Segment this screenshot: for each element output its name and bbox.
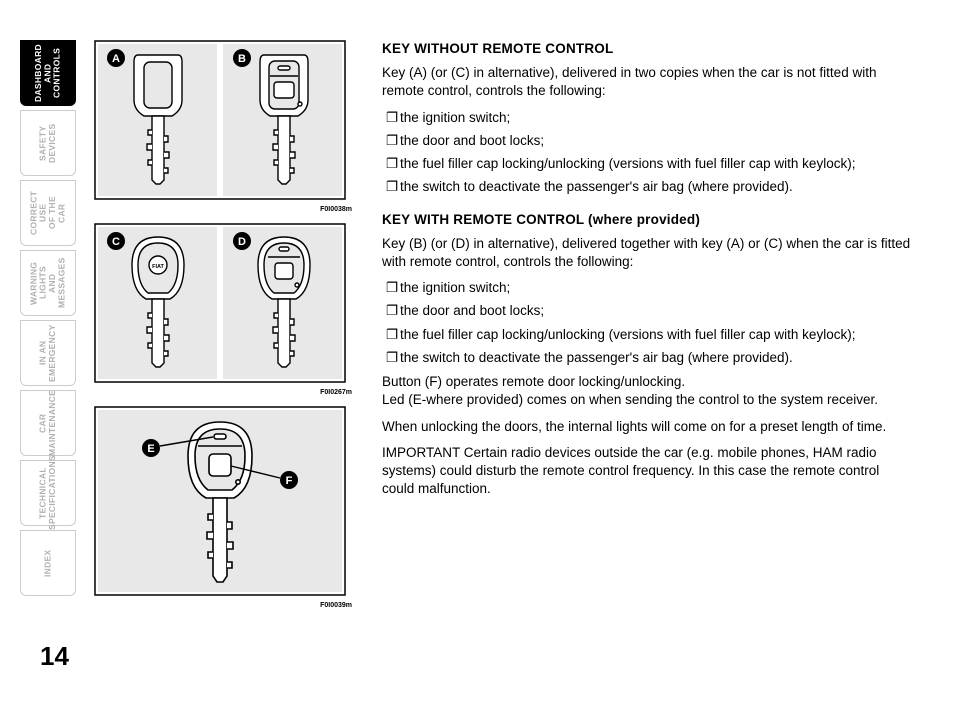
tab-warning[interactable]: WARNING LIGHTS AND MESSAGES: [20, 250, 76, 316]
heading-key-with-remote: KEY WITH REMOTE CONTROL (where provided): [382, 211, 914, 229]
bullet-b6: ❐the door and boot locks;: [382, 302, 914, 320]
svg-text:F: F: [286, 475, 293, 487]
manual-page: DASHBOARD AND CONTROLS SAFETY DEVICES CO…: [0, 0, 954, 702]
paragraph-important: IMPORTANT Certain radio devices outside …: [382, 444, 914, 499]
tab-dashboard[interactable]: DASHBOARD AND CONTROLS: [20, 40, 76, 106]
tab-emergency[interactable]: IN AN EMERGENCY: [20, 320, 76, 386]
paragraph-button-led: Button (F) operates remote door locking/…: [382, 373, 914, 409]
tab-maintenance[interactable]: CAR MAINTENANCE: [20, 390, 76, 456]
svg-text:D: D: [238, 236, 246, 248]
sidetabs: DASHBOARD AND CONTROLS SAFETY DEVICES CO…: [20, 40, 76, 596]
paragraph-intro-2: Key (B) (or (D) in alternative), deliver…: [382, 235, 914, 271]
figure-caption-3: F0I0039m: [94, 602, 354, 609]
tab-technical[interactable]: TECHNICAL SPECIFICATIONS: [20, 460, 76, 526]
heading-key-without-remote: KEY WITHOUT REMOTE CONTROL: [382, 40, 914, 58]
paragraph-intro-1: Key (A) (or (C) in alternative), deliver…: [382, 64, 914, 100]
keys-ab-svg: A B: [94, 40, 346, 200]
sidetabs-column: DASHBOARD AND CONTROLS SAFETY DEVICES CO…: [20, 40, 76, 672]
figure-caption-1: F0I0038m: [94, 206, 354, 213]
page-number: 14: [20, 641, 76, 672]
svg-text:C: C: [112, 236, 120, 248]
text-column: KEY WITHOUT REMOTE CONTROL Key (A) (or (…: [382, 40, 914, 672]
key-ef-svg: E F: [94, 406, 346, 596]
figure-caption-2: F0I0267m: [94, 389, 354, 396]
svg-text:B: B: [238, 53, 246, 65]
bullet-b8: ❐the switch to deactivate the passenger'…: [382, 349, 914, 367]
keys-cd-svg: C D FIAT: [94, 223, 346, 383]
bullet-b7: ❐the fuel filler cap locking/unlocking (…: [382, 326, 914, 344]
bullet-b1: ❐the ignition switch;: [382, 109, 914, 127]
bullet-b5: ❐the ignition switch;: [382, 279, 914, 297]
svg-text:FIAT: FIAT: [152, 264, 164, 270]
bullet-b4: ❐the switch to deactivate the passenger'…: [382, 178, 914, 196]
svg-text:A: A: [112, 53, 120, 65]
paragraph-unlock-lights: When unlocking the doors, the internal l…: [382, 418, 914, 436]
figure-keys-ab: A B: [94, 40, 354, 213]
figure-key-ef: E F F0I0039m: [94, 406, 354, 609]
tab-safety[interactable]: SAFETY DEVICES: [20, 110, 76, 176]
svg-text:E: E: [147, 443, 154, 455]
tab-correct-use[interactable]: CORRECT USE OF THE CAR: [20, 180, 76, 246]
figure-column: A B: [94, 40, 354, 672]
tab-index[interactable]: INDEX: [20, 530, 76, 596]
figure-keys-cd: C D FIAT: [94, 223, 354, 396]
bullet-b2: ❐the door and boot locks;: [382, 132, 914, 150]
bullet-b3: ❐the fuel filler cap locking/unlocking (…: [382, 155, 914, 173]
